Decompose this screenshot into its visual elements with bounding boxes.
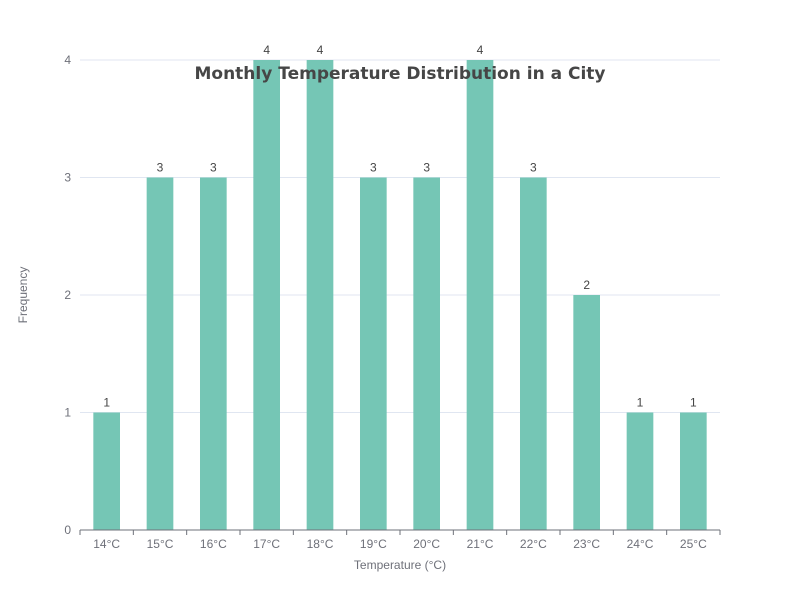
data-label: 3 [423,161,430,175]
bar [360,177,387,530]
data-labels: 1 3 3 4 4 3 3 4 3 2 1 1 [103,43,697,410]
x-tick-label: 24°C [627,537,654,551]
grid-lines [80,59,720,413]
data-label: 4 [477,43,484,57]
x-tick-label: 22°C [520,537,547,551]
y-tick-label: 2 [64,288,71,302]
y-tick-label: 1 [64,406,71,420]
y-axis-title: Frequency [16,267,30,324]
chart-title: Monthly Temperature Distribution in a Ci… [194,64,605,84]
bar [306,60,334,530]
data-label: 4 [317,43,324,57]
data-label: 3 [157,161,164,175]
x-tick-labels: 14°C 15°C 16°C 17°C 18°C 19°C 20°C 21°C 22°C 23°C… [93,537,707,551]
x-tick-label: 21°C [467,537,494,551]
bar [466,60,494,530]
bar [253,60,280,530]
data-label: 3 [530,161,537,175]
x-tick-label: 14°C [93,537,120,551]
x-tick-label: 19°C [360,537,387,551]
x-axis-title: Temperature (°C) [354,558,446,572]
x-tick-label: 23°C [573,537,600,551]
data-label: 3 [210,161,217,175]
data-label: 2 [583,278,590,292]
bar [200,177,227,530]
x-tick-label: 15°C [147,537,174,551]
data-label: 1 [690,396,697,410]
x-tick-label: 17°C [253,537,280,551]
bar [573,295,600,530]
x-tick-label: 16°C [200,537,227,551]
y-tick-label: 3 [64,171,71,185]
y-tick-label: 0 [64,523,71,537]
data-label: 1 [103,396,110,410]
data-label: 3 [370,161,377,175]
axes [79,529,721,535]
x-tick-label: 25°C [680,537,707,551]
bar [626,412,654,530]
bar [413,177,440,530]
bars [93,60,707,530]
data-label: 4 [263,43,270,57]
x-tick-label: 20°C [413,537,440,551]
x-tick-label: 18°C [307,537,334,551]
y-tick-labels: 0 1 2 3 4 [64,53,71,537]
bar [93,412,120,530]
data-label: 1 [637,396,644,410]
bar [520,177,547,530]
bar [680,412,707,530]
y-tick-label: 4 [64,53,71,67]
bar [146,177,174,530]
